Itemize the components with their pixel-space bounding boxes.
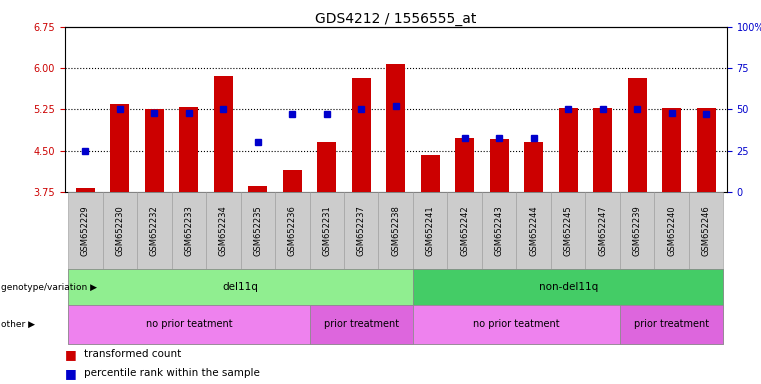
Text: no prior teatment: no prior teatment: [473, 319, 560, 329]
Text: prior treatment: prior treatment: [634, 319, 709, 329]
Text: GSM652239: GSM652239: [632, 205, 642, 256]
Bar: [628, 78, 647, 192]
Bar: [662, 108, 681, 192]
Text: ■: ■: [65, 367, 76, 380]
Text: GSM652245: GSM652245: [564, 205, 572, 256]
Bar: [214, 76, 233, 192]
Text: GSM652244: GSM652244: [529, 205, 538, 256]
Title: GDS4212 / 1556555_at: GDS4212 / 1556555_at: [315, 12, 476, 26]
Text: prior treatment: prior treatment: [323, 319, 399, 329]
Text: transformed count: transformed count: [84, 349, 181, 359]
Bar: [387, 64, 405, 192]
Text: percentile rank within the sample: percentile rank within the sample: [84, 368, 260, 379]
Text: ■: ■: [65, 348, 76, 361]
Text: GSM652232: GSM652232: [150, 205, 159, 256]
Text: GSM652241: GSM652241: [425, 205, 435, 256]
Bar: [696, 108, 715, 192]
Bar: [76, 188, 95, 192]
Bar: [283, 170, 302, 192]
Bar: [352, 78, 371, 192]
Bar: [248, 187, 267, 192]
Text: GSM652240: GSM652240: [667, 205, 676, 256]
Text: no prior teatment: no prior teatment: [145, 319, 232, 329]
Text: genotype/variation ▶: genotype/variation ▶: [1, 283, 97, 291]
Text: GSM652229: GSM652229: [81, 205, 90, 256]
Text: GSM652234: GSM652234: [219, 205, 228, 256]
Text: GSM652237: GSM652237: [357, 205, 366, 256]
Bar: [524, 142, 543, 192]
Bar: [145, 109, 164, 192]
Bar: [180, 107, 199, 192]
Text: GSM652247: GSM652247: [598, 205, 607, 256]
Bar: [110, 104, 129, 192]
Text: other ▶: other ▶: [1, 320, 35, 329]
Text: non-del11q: non-del11q: [539, 282, 597, 292]
Bar: [421, 155, 440, 192]
Bar: [317, 142, 336, 192]
Text: GSM652231: GSM652231: [322, 205, 331, 256]
Bar: [559, 108, 578, 192]
Text: GSM652246: GSM652246: [702, 205, 711, 256]
Text: GSM652236: GSM652236: [288, 205, 297, 256]
Text: GSM652233: GSM652233: [184, 205, 193, 256]
Text: GSM652242: GSM652242: [460, 205, 470, 256]
Text: GSM652235: GSM652235: [253, 205, 263, 256]
Text: GSM652230: GSM652230: [116, 205, 124, 256]
Bar: [455, 138, 474, 192]
Text: GSM652238: GSM652238: [391, 205, 400, 256]
Text: GSM652243: GSM652243: [495, 205, 504, 256]
Bar: [593, 108, 612, 192]
Text: del11q: del11q: [223, 282, 259, 292]
Bar: [489, 139, 508, 192]
